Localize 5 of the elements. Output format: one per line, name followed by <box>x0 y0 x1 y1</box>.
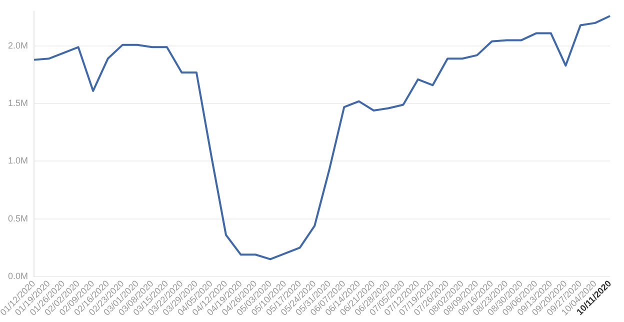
y-tick-label: 1.0M <box>8 156 28 166</box>
y-tick-label: 1.5M <box>8 98 28 108</box>
y-tick-label: 0.5M <box>8 213 28 224</box>
y-tick-label: 0.0M <box>8 270 28 281</box>
y-tick-label: 2.0M <box>8 40 28 50</box>
